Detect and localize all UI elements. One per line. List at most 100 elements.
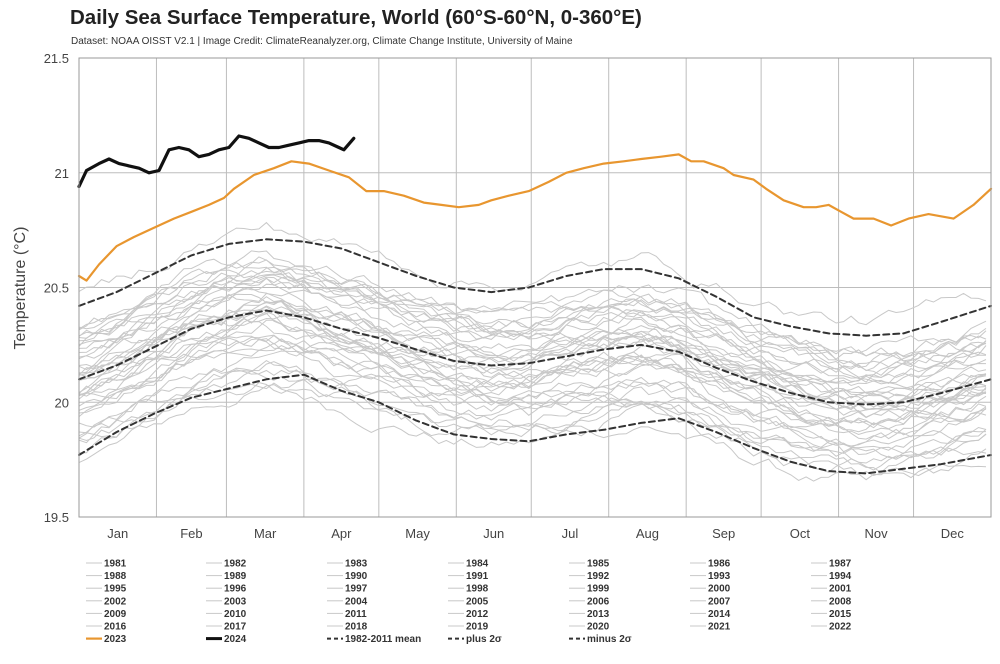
legend-label-2024: 2024 bbox=[224, 634, 247, 645]
legend-label-2019: 2019 bbox=[466, 622, 489, 633]
legend-label-1988: 1988 bbox=[104, 571, 127, 582]
year-line-1983 bbox=[78, 381, 987, 481]
legend-label-1996: 1996 bbox=[224, 584, 247, 595]
legend-label-1981: 1981 bbox=[104, 559, 127, 570]
legend-label-1990: 1990 bbox=[345, 571, 368, 582]
legend-label-1983: 1983 bbox=[345, 559, 368, 570]
legend-label-2014: 2014 bbox=[708, 609, 731, 620]
year-line-2003 bbox=[78, 293, 987, 398]
series-line-2024 bbox=[77, 134, 356, 189]
x-tick-label: Sep bbox=[712, 526, 735, 541]
year-line-2014 bbox=[78, 292, 987, 390]
year-line-1997 bbox=[78, 305, 987, 411]
year-line-2018 bbox=[78, 250, 987, 360]
x-tick-label: Jul bbox=[562, 526, 579, 541]
year-line-2017 bbox=[78, 275, 987, 370]
legend-label-2012: 2012 bbox=[466, 609, 489, 620]
legend-label-2005: 2005 bbox=[466, 596, 489, 607]
year-line-2011 bbox=[78, 300, 987, 397]
year-line-2016 bbox=[78, 283, 987, 384]
legend-label-2018: 2018 bbox=[345, 622, 368, 633]
year-line-2006 bbox=[78, 266, 987, 384]
x-tick-label: Dec bbox=[941, 526, 965, 541]
legend-label-2000: 2000 bbox=[708, 584, 731, 595]
plot-frame bbox=[78, 57, 992, 518]
legend-label-1997: 1997 bbox=[345, 584, 368, 595]
legend-label-2022: 2022 bbox=[829, 622, 852, 633]
y-axis-label: Temperature (°C) bbox=[12, 227, 29, 350]
legend-label-1998: 1998 bbox=[466, 584, 489, 595]
year-line-2022 bbox=[78, 221, 987, 326]
legend-label-2021: 2021 bbox=[708, 622, 731, 633]
legend-label-2006: 2006 bbox=[587, 596, 610, 607]
series-line-plus-2- bbox=[78, 238, 992, 337]
legend-label-1982: 1982 bbox=[224, 559, 247, 570]
legend-label-1994: 1994 bbox=[829, 571, 852, 582]
y-tick-label: 21 bbox=[55, 166, 69, 181]
x-tick-label: Apr bbox=[331, 526, 352, 541]
legend-label-2002: 2002 bbox=[104, 596, 127, 607]
legend-label-1992: 1992 bbox=[587, 571, 610, 582]
legend-label-1993: 1993 bbox=[708, 571, 731, 582]
x-tick-label: Oct bbox=[790, 526, 811, 541]
x-tick-label: Jan bbox=[107, 526, 128, 541]
legend-label-2017: 2017 bbox=[224, 622, 247, 633]
year-line-1988 bbox=[78, 369, 987, 459]
chart-subtitle: Dataset: NOAA OISST V2.1 | Image Credit:… bbox=[71, 36, 573, 47]
x-tick-label: Feb bbox=[180, 526, 202, 541]
legend-label-2007: 2007 bbox=[708, 596, 731, 607]
legend-label-2015: 2015 bbox=[829, 609, 852, 620]
legend-label-1989: 1989 bbox=[224, 571, 247, 582]
x-tick-label: May bbox=[405, 526, 430, 541]
year-line-2020 bbox=[78, 259, 987, 355]
year-line-1990 bbox=[78, 337, 987, 438]
legend-label-1995: 1995 bbox=[104, 584, 127, 595]
legend-label-2003: 2003 bbox=[224, 596, 247, 607]
series-line-2023 bbox=[77, 153, 993, 282]
highlighted-series bbox=[77, 134, 993, 475]
year-line-1992 bbox=[78, 350, 987, 451]
legend-label-2013: 2013 bbox=[587, 609, 610, 620]
legend-label-2004: 2004 bbox=[345, 596, 368, 607]
year-line-2000 bbox=[78, 321, 987, 422]
series-line-minus-2- bbox=[78, 373, 992, 475]
y-tick-label: 19.5 bbox=[44, 510, 69, 525]
legend-label-2009: 2009 bbox=[104, 609, 127, 620]
series-line-1982-2011-mean bbox=[78, 309, 992, 406]
year-line-1982 bbox=[78, 384, 987, 482]
year-line-2013 bbox=[78, 270, 987, 383]
year-line-1984 bbox=[78, 379, 987, 474]
legend-label-1982-2011-mean: 1982-2011 mean bbox=[345, 634, 421, 645]
year-line-2021 bbox=[78, 261, 987, 369]
year-line-2009 bbox=[78, 268, 987, 378]
year-line-2015 bbox=[78, 277, 987, 384]
year-line-1998 bbox=[78, 313, 987, 421]
legend-label-2001: 2001 bbox=[829, 584, 852, 595]
legend-label-1985: 1985 bbox=[587, 559, 610, 570]
year-line-2019 bbox=[78, 272, 987, 376]
y-tick-label: 20 bbox=[55, 395, 69, 410]
year-line-1985 bbox=[78, 359, 987, 456]
x-tick-label: Mar bbox=[254, 526, 277, 541]
x-tick-label: Nov bbox=[865, 526, 889, 541]
legend-label-1984: 1984 bbox=[466, 559, 489, 570]
legend-label-2020: 2020 bbox=[587, 622, 610, 633]
legend-label-2023: 2023 bbox=[104, 634, 127, 645]
legend-label-1987: 1987 bbox=[829, 559, 852, 570]
legend-label-1991: 1991 bbox=[466, 571, 489, 582]
legend-label-2016: 2016 bbox=[104, 622, 127, 633]
year-line-2002 bbox=[78, 319, 987, 426]
legend: 1981 1982 1983 1984 1985 1986 1987 1988 1989 1990… bbox=[86, 559, 852, 645]
year-line-1993 bbox=[78, 344, 987, 448]
x-tick-label: Jun bbox=[483, 526, 504, 541]
legend-label-1999: 1999 bbox=[587, 584, 610, 595]
legend-label-plus-2-: plus 2σ bbox=[466, 634, 502, 645]
chart-title: Daily Sea Surface Temperature, World (60… bbox=[70, 6, 642, 29]
x-tick-label: Aug bbox=[636, 526, 659, 541]
legend-label-2008: 2008 bbox=[829, 596, 852, 607]
legend-label-minus-2-: minus 2σ bbox=[587, 634, 632, 645]
legend-label-2010: 2010 bbox=[224, 609, 247, 620]
y-tick-label: 21.5 bbox=[44, 51, 69, 66]
legend-label-2011: 2011 bbox=[345, 609, 367, 620]
